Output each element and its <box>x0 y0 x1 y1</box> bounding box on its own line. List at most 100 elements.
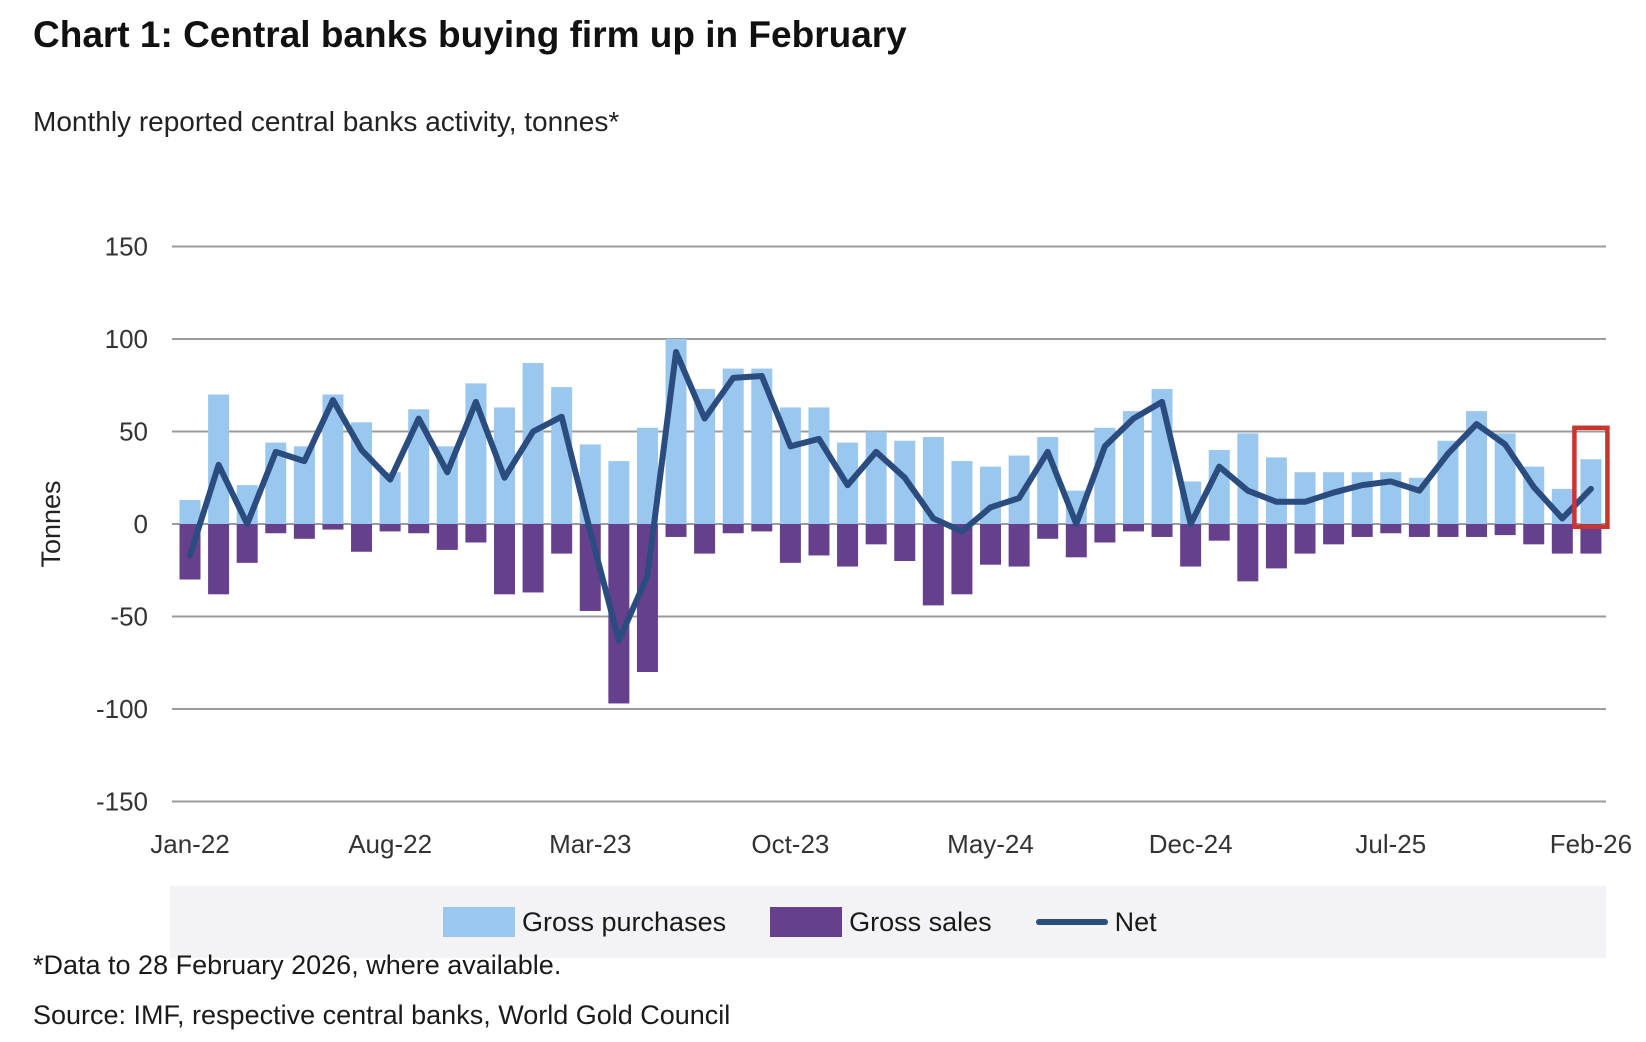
highlight-box-Feb-26 <box>1572 425 1610 530</box>
bar-gross-sales-Sep-22 <box>408 524 430 534</box>
bar-gross-sales-Mar-24 <box>922 524 944 606</box>
bar-gross-sales-Jul-24 <box>1037 524 1059 539</box>
bar-gross-purchases-Apr-25 <box>1294 472 1316 524</box>
bar-gross-sales-Nov-22 <box>465 524 487 543</box>
bar-gross-sales-Sep-24 <box>1094 524 1116 543</box>
bar-gross-sales-Jan-25 <box>1208 524 1230 541</box>
x-tick-label-Jan-22: Jan-22 <box>150 829 230 859</box>
x-tick-label-Dec-24: Dec-24 <box>1149 829 1233 859</box>
bar-gross-sales-Dec-24 <box>1180 524 1202 567</box>
x-tick-label-May-24: May-24 <box>947 829 1034 859</box>
bar-gross-sales-Feb-26 <box>1580 524 1602 554</box>
bar-gross-purchases-Sep-24 <box>1094 427 1116 524</box>
bar-gross-sales-Feb-22 <box>208 524 230 595</box>
bar-gross-purchases-Jan-23 <box>522 363 544 524</box>
net-line <box>187 348 1594 644</box>
legend-label: Net <box>1114 906 1157 937</box>
bar-gross-sales-Mar-25 <box>1265 524 1287 569</box>
chart-subtitle: Monthly reported central banks activity,… <box>33 106 620 137</box>
legend-item-net: Net <box>1035 906 1157 938</box>
bar-gross-sales-Jun-24 <box>1008 524 1030 567</box>
y-tick-label: -100 <box>96 694 148 724</box>
gross-sales-swatch-icon <box>770 907 843 937</box>
bar-gross-sales-Aug-22 <box>379 524 401 532</box>
chart-legend: Gross purchases Gross sales Net <box>443 886 1157 958</box>
legend-item-gross-sales: Gross sales <box>770 907 992 938</box>
bar-gross-sales-Jun-25 <box>1351 524 1373 537</box>
bar-gross-sales-Jul-22 <box>351 524 373 552</box>
x-tick-label-Oct-23: Oct-23 <box>751 829 829 859</box>
bar-gross-purchases-Aug-22 <box>379 472 401 524</box>
bar-gross-purchases-Jun-25 <box>1351 472 1373 524</box>
bar-gross-purchases-Feb-22 <box>208 394 230 524</box>
bar-gross-sales-Oct-25 <box>1466 524 1488 537</box>
bar-gross-sales-May-23 <box>636 524 658 672</box>
bar-gross-purchases-Oct-24 <box>1122 411 1144 524</box>
bar-gross-purchases-Jun-24 <box>1008 455 1030 524</box>
legend-label: Gross sales <box>849 906 992 937</box>
bar-gross-sales-May-25 <box>1323 524 1345 545</box>
chart-title: Chart 1: Central banks buying firm up in… <box>33 14 907 55</box>
y-tick-label: 150 <box>105 232 148 262</box>
bar-gross-purchases-May-22 <box>293 446 315 524</box>
bar-gross-sales-Apr-24 <box>951 524 973 595</box>
bar-gross-purchases-Jan-22 <box>179 499 201 524</box>
y-tick-label: -50 <box>110 602 148 632</box>
bar-gross-sales-Mar-22 <box>236 524 258 563</box>
bar-gross-sales-May-22 <box>293 524 315 539</box>
y-axis-title: Tonnes <box>36 480 66 567</box>
bar-gross-sales-Aug-25 <box>1408 524 1430 537</box>
x-tick-label-Aug-22: Aug-22 <box>348 829 432 859</box>
y-tick-label: 50 <box>119 417 148 447</box>
x-tick-label-Jul-25: Jul-25 <box>1355 829 1426 859</box>
bar-gross-sales-Nov-24 <box>1151 524 1173 537</box>
x-tick-label-Feb-26: Feb-26 <box>1550 829 1632 859</box>
legend-label: Gross purchases <box>522 906 727 937</box>
bar-gross-purchases-Sep-23 <box>751 368 773 524</box>
bar-gross-sales-Nov-25 <box>1494 524 1516 536</box>
bar-gross-sales-Jul-23 <box>694 524 716 554</box>
bar-gross-sales-Oct-23 <box>779 524 801 563</box>
bar-gross-purchases-Dec-22 <box>493 407 515 524</box>
legend-item-gross-purchases: Gross purchases <box>443 907 726 938</box>
bar-gross-sales-Sep-23 <box>751 524 773 532</box>
net-line-swatch-icon <box>1035 907 1108 937</box>
legend-background <box>170 886 1606 958</box>
bar-gross-purchases-Jan-24 <box>865 431 887 524</box>
bar-gross-sales-Feb-23 <box>551 524 573 554</box>
bar-gross-sales-Jan-23 <box>522 524 544 593</box>
bar-gross-sales-Jun-22 <box>322 524 344 530</box>
x-tick-label-Mar-23: Mar-23 <box>549 829 631 859</box>
bar-gross-purchases-Nov-23 <box>808 407 830 524</box>
bar-gross-sales-Oct-24 <box>1122 524 1144 532</box>
bar-gross-sales-Jan-24 <box>865 524 887 545</box>
bar-gross-sales-Dec-22 <box>493 524 515 595</box>
bar-gross-purchases-Mar-24 <box>922 437 944 524</box>
bar-gross-purchases-May-23 <box>636 427 658 524</box>
bar-gross-sales-Feb-25 <box>1237 524 1259 582</box>
bar-gross-purchases-Oct-25 <box>1466 411 1488 524</box>
bar-gross-purchases-Aug-23 <box>722 368 744 524</box>
bar-gross-sales-Jan-26 <box>1551 524 1573 554</box>
bar-gross-sales-Jul-25 <box>1380 524 1402 534</box>
bar-gross-sales-Apr-23 <box>608 524 630 704</box>
y-tick-label: -150 <box>96 787 148 817</box>
bar-gross-purchases-Jun-22 <box>322 394 344 524</box>
bar-gross-purchases-Jul-23 <box>694 388 716 524</box>
bar-gross-sales-Apr-25 <box>1294 524 1316 554</box>
bar-gross-sales-Dec-23 <box>837 524 859 567</box>
bar-gross-purchases-Apr-24 <box>951 461 973 524</box>
bar-gross-sales-Feb-24 <box>894 524 916 561</box>
bar-gross-purchases-May-25 <box>1323 472 1345 524</box>
bar-gross-purchases-Jul-22 <box>351 422 373 524</box>
bar-gross-sales-Oct-22 <box>436 524 458 550</box>
source-footnote: Source: IMF, respective central banks, W… <box>33 1000 731 1030</box>
gross-purchases-swatch-icon <box>443 907 515 937</box>
data-footnote: *Data to 28 February 2026, where availab… <box>33 950 562 980</box>
bar-gross-sales-May-24 <box>980 524 1002 565</box>
bar-gross-sales-Dec-25 <box>1523 524 1545 545</box>
bar-gross-purchases-Mar-25 <box>1265 457 1287 524</box>
bar-gross-purchases-Feb-25 <box>1237 433 1259 524</box>
